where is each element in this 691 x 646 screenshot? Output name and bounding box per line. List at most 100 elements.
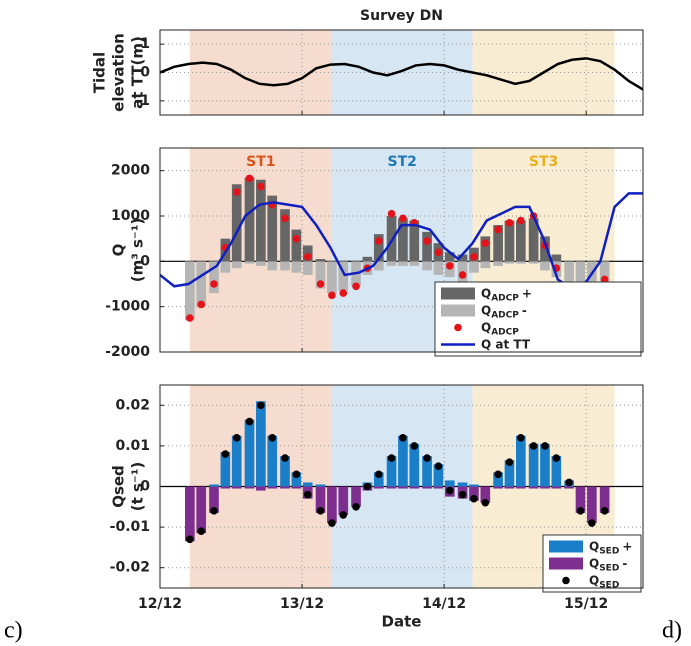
y-axis-label: Qsed (110, 465, 128, 508)
point (576, 507, 585, 515)
region-label: ST1 (246, 154, 275, 170)
legend-name: Q (589, 573, 599, 587)
x-tick-label: 12/12 (138, 596, 182, 612)
point (470, 252, 478, 261)
y-tick-label: 0 (140, 253, 150, 269)
point (303, 252, 312, 261)
y-tick-label: -0.01 (110, 519, 150, 535)
legend-name: Q (589, 556, 599, 570)
point (494, 225, 502, 234)
bar (220, 451, 231, 487)
bar (422, 231, 432, 262)
bar (362, 256, 373, 262)
bar (267, 261, 278, 271)
legend-subscript: SED (599, 580, 619, 590)
bar (386, 486, 397, 489)
point (600, 275, 609, 284)
bar (433, 486, 444, 489)
bar (256, 401, 266, 487)
point (541, 442, 549, 450)
legend-swatch (549, 557, 583, 570)
y-tick-label: 0.01 (115, 438, 150, 454)
bar (504, 220, 515, 262)
bar (493, 225, 503, 262)
bar (480, 486, 491, 503)
bar (209, 261, 219, 294)
bar (244, 486, 255, 489)
point (328, 291, 336, 300)
bar (493, 261, 503, 266)
bar (315, 261, 326, 289)
bar (540, 443, 550, 487)
point (257, 182, 265, 191)
point (517, 216, 525, 225)
point (494, 470, 502, 479)
point (197, 527, 205, 535)
bar (398, 261, 408, 266)
legend-name: Q at TT (481, 337, 531, 351)
point (529, 442, 538, 450)
bar (185, 486, 195, 542)
legend-swatch (441, 287, 475, 300)
point (292, 470, 301, 479)
point (339, 511, 348, 519)
bar (315, 484, 326, 487)
bar (398, 486, 408, 489)
point (210, 280, 218, 288)
plot-frame (159, 384, 644, 589)
legend-name: Q (589, 539, 599, 553)
bar (433, 464, 444, 487)
y-axis-label: Q (110, 244, 128, 257)
bar (540, 486, 550, 489)
bar (231, 486, 242, 489)
bar (351, 486, 361, 507)
bar (540, 261, 550, 271)
point (565, 478, 573, 487)
point (505, 458, 514, 466)
bar (244, 419, 255, 487)
y-axis-label: (m³ s⁻¹) (129, 218, 147, 283)
legend-swatch (549, 540, 583, 553)
point (245, 417, 254, 426)
chart-title: Survey DN (360, 8, 443, 24)
bar (587, 261, 597, 291)
y-axis-label: at TT(m) (129, 36, 147, 109)
bar (422, 261, 432, 271)
bar (338, 261, 349, 291)
y-axis-label: elevation (110, 33, 128, 112)
legend-swatch (562, 576, 570, 585)
bar (196, 486, 207, 534)
y-tick-label: 0 (140, 65, 150, 81)
y-tick-label: -0.02 (110, 560, 150, 576)
bar (528, 443, 539, 487)
point (387, 209, 396, 218)
bar (302, 482, 313, 487)
bar (398, 218, 408, 262)
x-axis-label: Date (382, 613, 422, 631)
legend-label: QADCP (481, 320, 519, 337)
bar (444, 252, 455, 262)
bar (469, 486, 479, 501)
bar (315, 259, 326, 262)
bar (433, 261, 444, 275)
bar (231, 184, 242, 262)
bar (280, 261, 290, 271)
bar (504, 261, 515, 264)
point (434, 462, 443, 471)
point (232, 188, 241, 196)
bar (457, 482, 468, 487)
legend-suffix: + (522, 286, 532, 300)
plot-frame (159, 147, 644, 353)
point (481, 239, 490, 247)
y-tick-label: 0 (140, 479, 150, 495)
point (470, 494, 478, 503)
bar (515, 486, 526, 489)
legend-subscript: ADCP (491, 293, 519, 303)
bar (256, 486, 266, 491)
point (281, 454, 289, 462)
legend-swatch (454, 323, 462, 332)
bar (291, 486, 302, 489)
bar (267, 486, 278, 489)
bar (480, 261, 491, 269)
